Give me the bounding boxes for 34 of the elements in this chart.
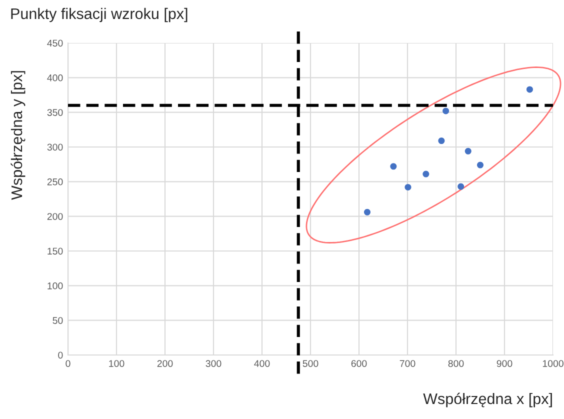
point xyxy=(404,184,412,190)
point xyxy=(458,183,464,190)
x-tick-label: 100 xyxy=(109,360,124,367)
y-tick-label: 300 xyxy=(47,144,63,151)
point xyxy=(476,162,484,168)
y-tick-label: 100 xyxy=(48,282,63,290)
y-tick-label: 50 xyxy=(52,317,63,324)
y-tick-label: 200 xyxy=(47,213,63,220)
y-tick-label: 450 xyxy=(47,40,63,47)
point xyxy=(390,163,397,170)
y-tick-label: 400 xyxy=(47,74,63,82)
point xyxy=(364,208,370,216)
y-axis-title: Współrzędna y [px] xyxy=(10,71,26,200)
point xyxy=(438,138,445,144)
x-tick-label: 400 xyxy=(254,360,270,367)
x-tick-label: 500 xyxy=(302,360,318,367)
x-tick-label: 700 xyxy=(400,360,416,367)
x-tick-label: 1000 xyxy=(542,360,564,367)
y-tick-label: 150 xyxy=(48,248,63,255)
y-tick-label: 0 xyxy=(58,352,63,359)
x-tick-label: 900 xyxy=(496,360,512,367)
x-tick-label: 300 xyxy=(206,360,222,367)
y-tick-label: 350 xyxy=(47,109,63,116)
y-tick-label: 250 xyxy=(47,178,63,186)
chart-title: Punkty fiksacji wzroku [px] xyxy=(11,8,188,22)
point xyxy=(442,108,450,114)
x-axis-title: Współrzędna x [px] xyxy=(423,392,552,408)
x-tick-label: 200 xyxy=(157,360,173,367)
point xyxy=(422,170,430,178)
point xyxy=(464,148,472,154)
x-tick-label: 600 xyxy=(351,360,367,367)
x-tick-label: 0 xyxy=(66,360,70,367)
point xyxy=(526,86,533,93)
x-tick-label: 800 xyxy=(448,360,464,367)
